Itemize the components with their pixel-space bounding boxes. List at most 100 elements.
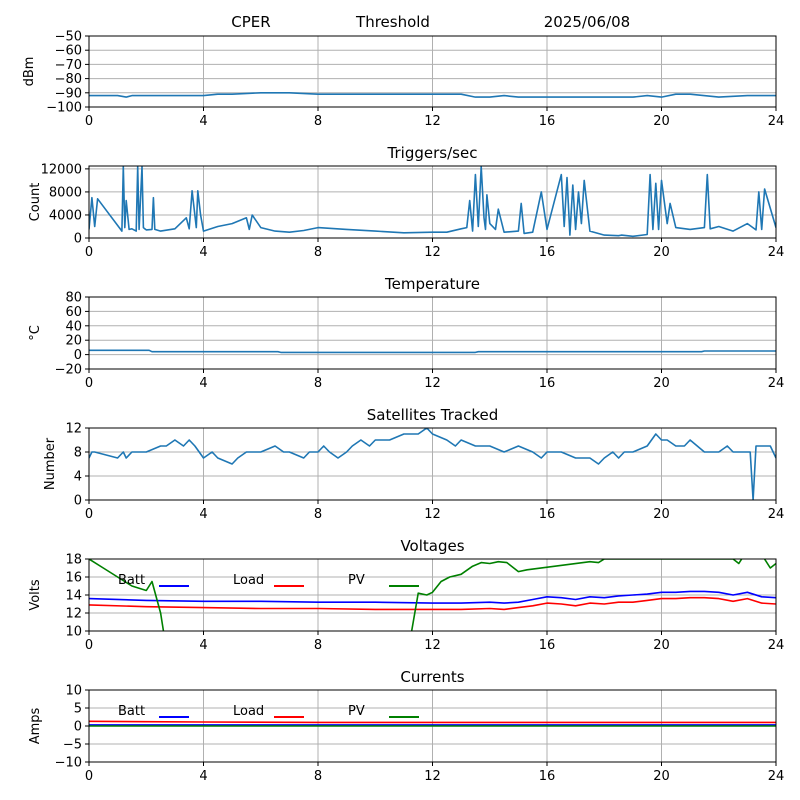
x-tick-label: 0: [85, 376, 93, 391]
series-line-batt: [89, 590, 776, 604]
station-name: CPER: [231, 13, 270, 31]
y-axis-label: Volts: [28, 579, 43, 611]
x-tick-label: 8: [314, 507, 322, 522]
x-tick-label: 20: [653, 245, 670, 260]
plot-title: Triggers/sec: [387, 144, 478, 162]
plot-panel: 0 4 8 12 16 20 24 −100−90−80−70−60−50 dBm: [22, 30, 784, 130]
y-tick-label: −5: [63, 738, 82, 753]
x-tick-label: 4: [199, 507, 207, 522]
plot-title: Temperature: [384, 275, 480, 293]
y-tick-label: −10: [55, 756, 82, 771]
x-tick-label: 16: [539, 245, 556, 260]
x-tick-label: 12: [424, 769, 441, 784]
x-tick-label: 0: [85, 638, 93, 653]
y-tick-label: 12: [65, 422, 82, 437]
x-tick-label: 24: [768, 114, 785, 129]
plot-title: Voltages: [400, 537, 464, 555]
y-tick-label: −90: [55, 86, 82, 101]
x-tick-label: 20: [653, 638, 670, 653]
y-axis-label: °C: [28, 325, 43, 341]
x-tick-label: 12: [424, 245, 441, 260]
x-tick-label: 4: [199, 376, 207, 391]
x-tick-label: 24: [768, 245, 785, 260]
y-tick-label: 8: [74, 446, 82, 461]
x-tick-label: 20: [653, 114, 670, 129]
y-tick-label: 20: [65, 334, 82, 349]
plot-panel: 0 4 8 12 16 20 24 0 4000 8000 12000 Triggers/sec Cou…: [28, 144, 784, 260]
series-line: [89, 349, 776, 354]
x-tick-label: 12: [424, 507, 441, 522]
y-tick-label: 0: [74, 232, 82, 247]
series-line-load: [89, 720, 776, 724]
plot-panel: 0 4 8 12 16 20 24 10 12 14 16 18 Voltages Volts Batt Lo…: [28, 537, 785, 653]
x-tick-label: 0: [85, 245, 93, 260]
date-label: 2025/06/08: [544, 13, 630, 31]
legend-label-batt: Batt: [118, 704, 145, 719]
y-tick-label: 80: [65, 291, 82, 306]
y-tick-label: 12: [65, 607, 82, 622]
x-tick-label: 16: [539, 114, 556, 129]
legend-label-pv: PV: [348, 573, 365, 588]
x-tick-label: 0: [85, 114, 93, 129]
plot-title: Currents: [400, 668, 464, 686]
x-tick-label: 8: [314, 114, 322, 129]
x-tick-label: 12: [424, 114, 441, 129]
x-tick-label: 20: [653, 376, 670, 391]
series-line-load: [89, 596, 776, 611]
y-tick-label: 12000: [41, 162, 82, 177]
x-tick-label: 0: [85, 769, 93, 784]
x-tick-label: 16: [539, 638, 556, 653]
legend-label-load: Load: [233, 704, 264, 719]
y-axis-label: dBm: [22, 57, 37, 87]
y-tick-label: −80: [55, 72, 82, 87]
y-tick-label: 5: [74, 702, 82, 717]
y-tick-label: 10: [65, 684, 82, 699]
x-tick-label: 16: [539, 769, 556, 784]
x-tick-label: 8: [314, 376, 322, 391]
mode-label: Threshold: [355, 13, 430, 31]
y-tick-label: 0: [74, 720, 82, 735]
x-tick-label: 12: [424, 376, 441, 391]
y-tick-label: 4000: [49, 208, 82, 223]
x-tick-label: 20: [653, 507, 670, 522]
x-tick-label: 24: [768, 376, 785, 391]
y-tick-label: −70: [55, 58, 82, 73]
y-tick-label: 10: [65, 625, 82, 640]
x-tick-label: 24: [768, 638, 785, 653]
y-tick-label: 0: [74, 348, 82, 363]
y-tick-label: −50: [55, 30, 82, 45]
series-line: [89, 428, 776, 500]
series-line: [89, 166, 776, 238]
y-tick-label: 4: [74, 470, 82, 485]
x-tick-label: 24: [768, 507, 785, 522]
plot-title: Satellites Tracked: [367, 406, 498, 424]
y-axis-label: Count: [28, 183, 43, 222]
x-tick-label: 16: [539, 507, 556, 522]
x-tick-label: 4: [199, 245, 207, 260]
x-tick-label: 4: [199, 114, 207, 129]
x-tick-label: 0: [85, 507, 93, 522]
y-tick-label: 16: [65, 571, 82, 586]
plot-panel: 0 4 8 12 16 20 24 −10 −5 0 5 10 Currents Amps Batt Load…: [28, 668, 784, 784]
y-tick-label: 8000: [49, 185, 82, 200]
x-tick-label: 4: [199, 638, 207, 653]
x-tick-label: 8: [314, 245, 322, 260]
x-tick-label: 8: [314, 769, 322, 784]
y-tick-label: −20: [55, 363, 82, 378]
x-tick-label: 24: [768, 769, 785, 784]
series-line-pv: [89, 559, 776, 631]
y-tick-label: 14: [65, 589, 82, 604]
series-line: [89, 92, 776, 98]
plot-panel: 0 4 8 12 16 20 24 0 4 8 12 Satellites Tracked Number: [43, 406, 784, 522]
x-tick-label: 16: [539, 376, 556, 391]
y-tick-label: 0: [74, 494, 82, 509]
y-axis-label: Number: [43, 437, 58, 490]
y-tick-label: 40: [65, 319, 82, 334]
x-tick-label: 8: [314, 638, 322, 653]
x-tick-label: 20: [653, 769, 670, 784]
legend-label-load: Load: [233, 573, 264, 588]
legend-label-batt: Batt: [118, 573, 145, 588]
legend-label-pv: PV: [348, 704, 365, 719]
